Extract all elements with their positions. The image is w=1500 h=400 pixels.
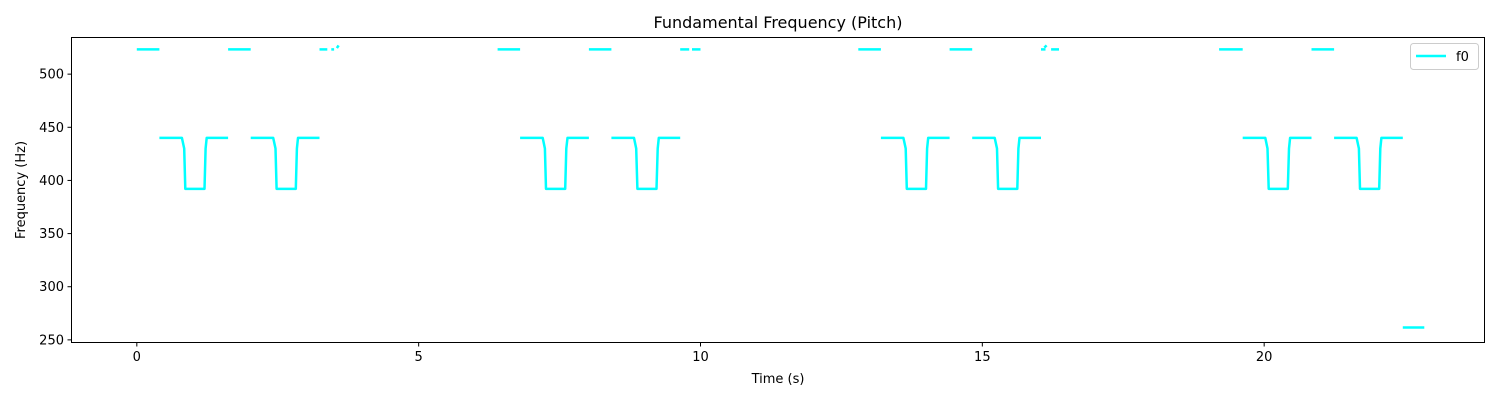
f0-series-segment: [880, 136, 950, 191]
y-axis: 250 300 350 400 450 500: [39, 68, 72, 348]
legend-label: f0: [1456, 50, 1469, 65]
y-tick-label: 300: [39, 280, 64, 295]
y-tick-label: 450: [39, 121, 64, 136]
f0-series-segment: [159, 136, 229, 191]
y-tick-label: 350: [39, 227, 64, 242]
f0-series-segment: [611, 136, 681, 191]
f0-series-segment: [1242, 136, 1312, 191]
x-tick-label: 10: [692, 350, 709, 365]
x-tick-label: 0: [133, 350, 141, 365]
legend: f0: [1410, 43, 1479, 70]
chart-title: Fundamental Frequency (Pitch): [654, 13, 903, 32]
f0-series-segment: [335, 44, 340, 49]
x-tick-label: 15: [974, 350, 991, 365]
f0-series-segment: [1043, 44, 1048, 49]
f0-series-segment: [972, 136, 1041, 191]
plot-area: [136, 44, 1425, 329]
f0-series-segment: [1334, 136, 1403, 191]
f0-series-segment: [250, 136, 320, 191]
x-tick-label: 20: [1256, 350, 1273, 365]
plot-frame: [71, 37, 1485, 343]
x-tick-label: 5: [415, 350, 423, 365]
y-tick-label: 500: [39, 68, 64, 83]
y-tick-label: 250: [39, 333, 64, 348]
f0-series-segment: [520, 136, 589, 191]
x-axis-label: Time (s): [751, 372, 805, 387]
y-tick-label: 400: [39, 174, 64, 189]
y-axis-label: Frequency (Hz): [14, 141, 29, 239]
x-axis: 0 5 10 15 20: [133, 342, 1273, 365]
